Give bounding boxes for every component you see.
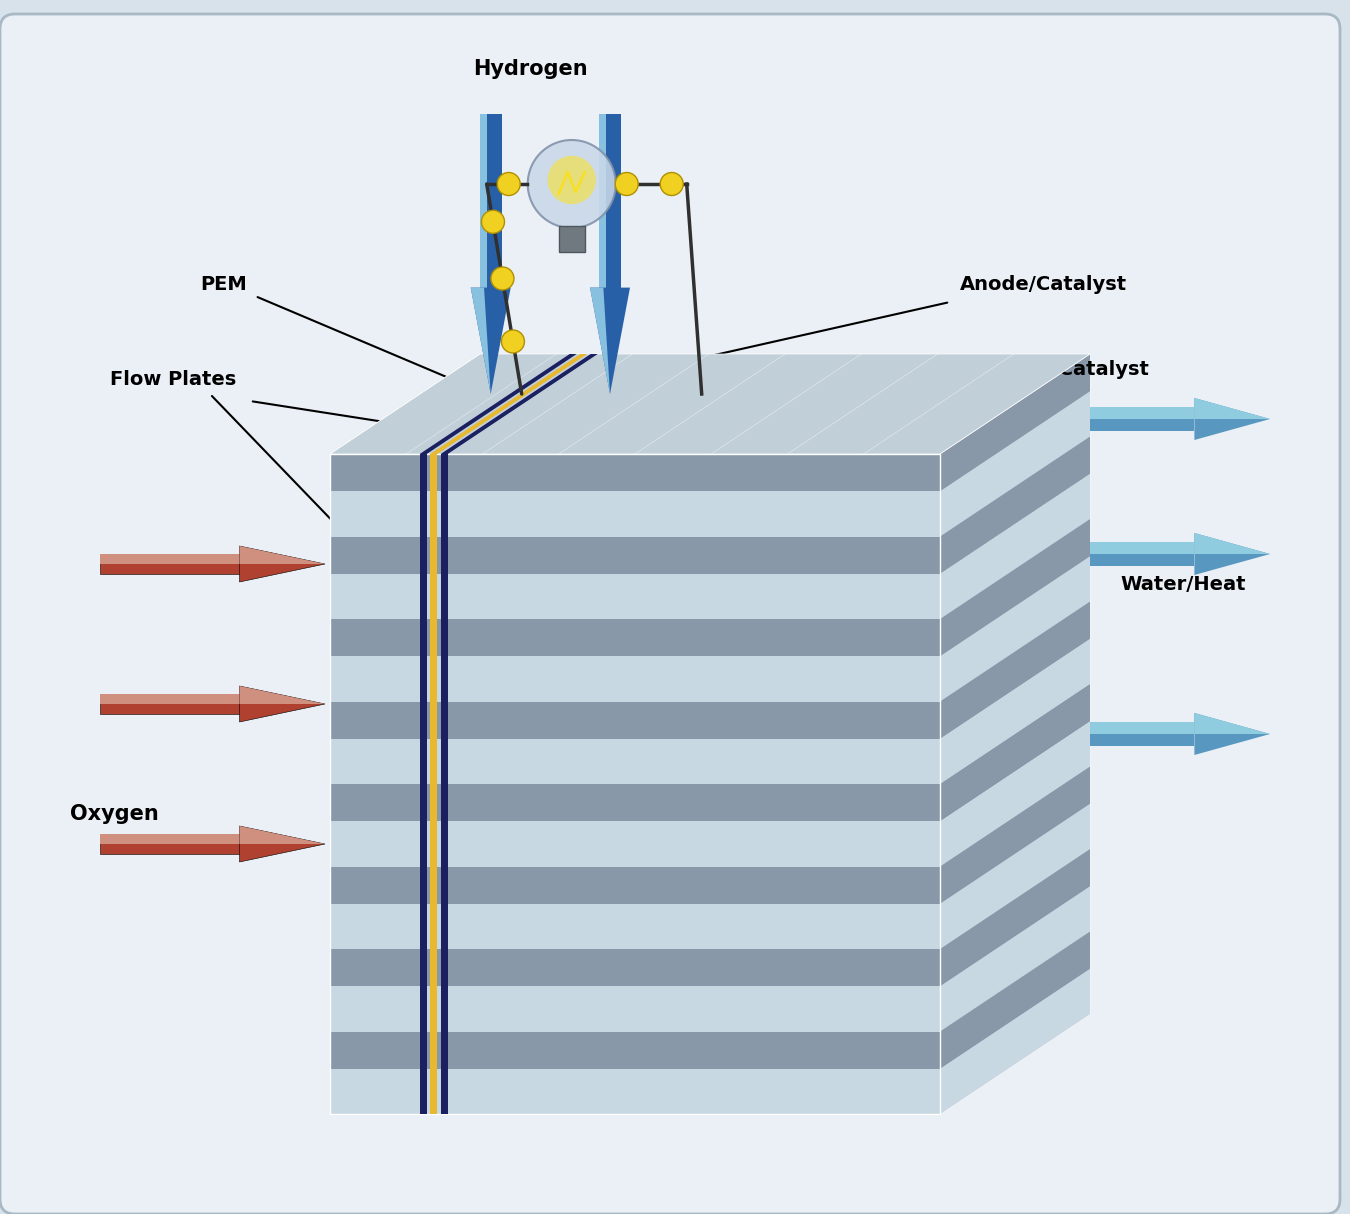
Polygon shape xyxy=(329,354,1089,454)
Polygon shape xyxy=(431,354,587,454)
Circle shape xyxy=(660,172,683,195)
Text: Hydrogen: Hydrogen xyxy=(472,59,587,79)
Polygon shape xyxy=(239,546,325,582)
Polygon shape xyxy=(1089,722,1195,734)
Polygon shape xyxy=(940,391,1089,537)
Polygon shape xyxy=(1195,533,1270,554)
Polygon shape xyxy=(599,114,621,288)
Polygon shape xyxy=(1089,407,1195,431)
Polygon shape xyxy=(940,473,1089,619)
Circle shape xyxy=(482,210,505,233)
Polygon shape xyxy=(420,454,427,1114)
Polygon shape xyxy=(940,683,1089,821)
Text: PEM: PEM xyxy=(200,274,247,294)
Polygon shape xyxy=(100,554,239,565)
Polygon shape xyxy=(420,354,576,454)
Polygon shape xyxy=(940,556,1089,702)
Circle shape xyxy=(528,140,616,228)
Polygon shape xyxy=(1089,722,1195,745)
Text: Anode/Catalyst: Anode/Catalyst xyxy=(960,274,1127,294)
Polygon shape xyxy=(239,686,325,704)
Polygon shape xyxy=(940,766,1089,903)
Polygon shape xyxy=(940,520,1089,656)
Polygon shape xyxy=(440,454,448,1114)
Text: Cathode/Catalyst: Cathode/Catalyst xyxy=(960,359,1149,379)
Polygon shape xyxy=(940,721,1089,867)
Polygon shape xyxy=(1089,407,1195,419)
Polygon shape xyxy=(940,849,1089,986)
Polygon shape xyxy=(329,656,940,702)
Polygon shape xyxy=(329,986,940,1032)
Circle shape xyxy=(491,267,514,290)
Polygon shape xyxy=(1195,713,1270,734)
Polygon shape xyxy=(329,903,940,949)
Polygon shape xyxy=(590,288,610,395)
Polygon shape xyxy=(1195,713,1270,755)
Polygon shape xyxy=(1195,398,1270,439)
Circle shape xyxy=(548,155,595,204)
Polygon shape xyxy=(1089,541,1195,554)
Polygon shape xyxy=(239,826,325,844)
Polygon shape xyxy=(100,834,239,853)
Polygon shape xyxy=(329,867,940,903)
Polygon shape xyxy=(590,288,630,395)
Polygon shape xyxy=(940,886,1089,1032)
Polygon shape xyxy=(100,834,239,844)
Polygon shape xyxy=(329,1032,940,1068)
Polygon shape xyxy=(440,354,598,454)
Circle shape xyxy=(616,172,639,195)
Polygon shape xyxy=(100,694,239,714)
FancyBboxPatch shape xyxy=(0,15,1341,1214)
Polygon shape xyxy=(329,619,940,656)
Polygon shape xyxy=(431,454,437,1114)
Polygon shape xyxy=(329,454,940,1114)
Polygon shape xyxy=(239,826,325,862)
Polygon shape xyxy=(100,554,239,574)
Polygon shape xyxy=(100,694,239,704)
Polygon shape xyxy=(940,931,1089,1068)
Polygon shape xyxy=(1089,541,1195,566)
Polygon shape xyxy=(329,821,940,867)
Polygon shape xyxy=(940,601,1089,738)
Circle shape xyxy=(501,330,524,353)
Text: Flow Plates: Flow Plates xyxy=(109,369,236,388)
FancyBboxPatch shape xyxy=(559,226,585,253)
Polygon shape xyxy=(479,114,487,288)
Polygon shape xyxy=(329,537,940,574)
Circle shape xyxy=(497,172,520,195)
Polygon shape xyxy=(940,354,1089,1114)
Polygon shape xyxy=(1195,533,1270,575)
Text: Water/Heat: Water/Heat xyxy=(1120,574,1246,594)
Polygon shape xyxy=(471,288,510,395)
Polygon shape xyxy=(940,969,1089,1114)
Polygon shape xyxy=(329,454,940,492)
Polygon shape xyxy=(329,492,940,537)
Polygon shape xyxy=(329,949,940,986)
Polygon shape xyxy=(329,702,940,738)
Polygon shape xyxy=(239,686,325,722)
Polygon shape xyxy=(479,114,502,288)
Text: Oxygen: Oxygen xyxy=(70,804,159,824)
Polygon shape xyxy=(329,1068,940,1114)
Polygon shape xyxy=(940,804,1089,949)
Polygon shape xyxy=(940,437,1089,574)
Polygon shape xyxy=(599,114,606,288)
Polygon shape xyxy=(239,546,325,565)
Polygon shape xyxy=(1195,398,1270,419)
Polygon shape xyxy=(940,354,1089,492)
Polygon shape xyxy=(329,738,940,784)
Polygon shape xyxy=(471,288,490,395)
Polygon shape xyxy=(940,639,1089,784)
Polygon shape xyxy=(329,574,940,619)
Polygon shape xyxy=(329,784,940,821)
